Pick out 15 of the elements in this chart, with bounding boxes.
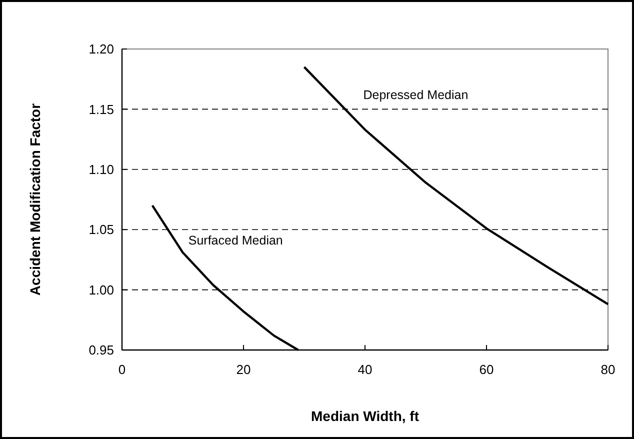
y-axis-title: Accident Modification Factor (27, 102, 43, 296)
x-axis-title: Median Width, ft (311, 408, 420, 424)
x-tick-label: 0 (118, 362, 126, 377)
x-tick-label: 80 (600, 362, 616, 377)
y-tick-label: 0.95 (88, 342, 114, 358)
y-tick-label: 1.20 (88, 42, 114, 57)
y-tick-label: 1.05 (88, 222, 114, 238)
series-label: Surfaced Median (188, 234, 283, 248)
y-tick-label: 1.10 (88, 162, 114, 177)
y-tick-label: 1.15 (88, 102, 114, 117)
series-label: Depressed Median (363, 88, 468, 102)
x-tick-label: 60 (479, 362, 494, 377)
y-tick-label: 1.00 (88, 282, 114, 298)
x-tick-label: 40 (358, 362, 372, 377)
x-tick-label: 20 (236, 362, 251, 377)
